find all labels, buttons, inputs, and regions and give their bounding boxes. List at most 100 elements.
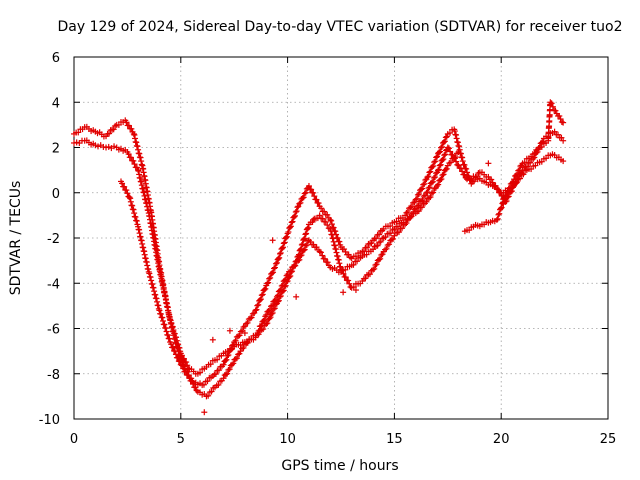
data-point bbox=[394, 223, 401, 230]
data-point bbox=[543, 140, 550, 147]
data-point bbox=[302, 242, 309, 249]
data-point bbox=[176, 344, 183, 351]
data-point bbox=[441, 138, 448, 145]
data-point bbox=[395, 229, 402, 236]
data-point bbox=[418, 197, 425, 204]
data-point bbox=[100, 143, 107, 150]
y-tick-label: -4 bbox=[47, 277, 60, 292]
data-point bbox=[446, 130, 453, 137]
data-point bbox=[225, 366, 232, 373]
data-point bbox=[376, 231, 383, 238]
data-point bbox=[292, 262, 299, 269]
data-point bbox=[452, 154, 459, 161]
data-point bbox=[269, 270, 276, 277]
data-point bbox=[518, 162, 525, 169]
y-tick-label: -6 bbox=[47, 323, 60, 338]
data-point bbox=[253, 306, 260, 313]
data-point bbox=[283, 272, 290, 279]
data-point bbox=[209, 336, 216, 343]
data-point bbox=[240, 324, 247, 331]
data-point bbox=[279, 245, 286, 252]
data-point bbox=[439, 172, 446, 179]
data-point bbox=[319, 252, 326, 259]
data-point bbox=[178, 352, 185, 359]
data-point bbox=[534, 146, 541, 153]
axis-ticks bbox=[73, 56, 609, 420]
data-point bbox=[435, 166, 442, 173]
data-point bbox=[183, 359, 190, 366]
data-point bbox=[407, 214, 414, 221]
data-point bbox=[461, 162, 468, 168]
data-point bbox=[229, 345, 236, 352]
data-point bbox=[135, 146, 142, 153]
data-point bbox=[357, 280, 364, 287]
data-point bbox=[418, 204, 425, 211]
data-point bbox=[437, 161, 444, 168]
data-point bbox=[273, 259, 280, 266]
data-point bbox=[425, 173, 432, 180]
data-point bbox=[173, 337, 180, 344]
data-point bbox=[287, 224, 294, 231]
data-point bbox=[160, 317, 166, 324]
data-point bbox=[261, 317, 268, 324]
data-point bbox=[298, 252, 305, 259]
data-point bbox=[315, 200, 322, 207]
data-point bbox=[218, 352, 225, 359]
data-point bbox=[419, 185, 426, 192]
data-point bbox=[393, 218, 400, 225]
data-point bbox=[121, 183, 128, 190]
data-point bbox=[133, 164, 140, 171]
data-point bbox=[277, 292, 284, 299]
data-point bbox=[130, 206, 137, 213]
data-point bbox=[249, 310, 256, 317]
data-point bbox=[318, 205, 325, 212]
data-point bbox=[291, 212, 298, 219]
data-point bbox=[252, 332, 259, 339]
data-point bbox=[408, 203, 415, 210]
data-point bbox=[470, 173, 477, 180]
data-point bbox=[207, 361, 214, 368]
data-point bbox=[171, 330, 178, 337]
data-point bbox=[487, 181, 494, 188]
data-point bbox=[325, 262, 332, 269]
data-point bbox=[427, 168, 434, 175]
data-point bbox=[266, 307, 273, 314]
data-point bbox=[390, 235, 397, 242]
data-point bbox=[386, 241, 393, 248]
data-point bbox=[328, 221, 335, 228]
data-point bbox=[229, 361, 236, 368]
data-point bbox=[268, 310, 275, 317]
data-point bbox=[192, 384, 199, 391]
data-point bbox=[281, 277, 288, 284]
x-tick-label: 0 bbox=[70, 432, 78, 447]
data-point bbox=[435, 167, 442, 174]
data-point bbox=[293, 293, 300, 300]
data-point bbox=[305, 224, 312, 231]
data-point bbox=[500, 195, 507, 202]
data-point bbox=[384, 242, 391, 249]
x-axis-label: GPS time / hours bbox=[281, 458, 398, 474]
data-point bbox=[322, 218, 329, 225]
data-point bbox=[478, 177, 485, 184]
data-point bbox=[166, 314, 173, 321]
x-tick-label: 20 bbox=[493, 432, 510, 447]
data-point bbox=[259, 291, 266, 298]
data-point bbox=[228, 346, 235, 353]
data-point bbox=[301, 246, 308, 253]
data-point bbox=[208, 388, 215, 395]
y-tick-labels: -10 -8 -6 -4 -2 0 2 4 6 bbox=[39, 51, 60, 428]
data-point bbox=[440, 156, 447, 163]
data-point bbox=[411, 199, 418, 206]
data-point bbox=[336, 238, 343, 245]
data-point bbox=[443, 133, 450, 140]
x-tick-label: 5 bbox=[177, 432, 185, 447]
x-tick-labels: 0 5 10 15 20 25 bbox=[70, 432, 616, 447]
data-point bbox=[442, 151, 449, 158]
data-point bbox=[119, 180, 126, 187]
data-point bbox=[124, 190, 131, 197]
data-point bbox=[171, 348, 178, 355]
data-point bbox=[223, 356, 230, 363]
data-point bbox=[197, 369, 204, 376]
data-point bbox=[236, 350, 243, 357]
x-tick-label: 15 bbox=[386, 432, 403, 447]
